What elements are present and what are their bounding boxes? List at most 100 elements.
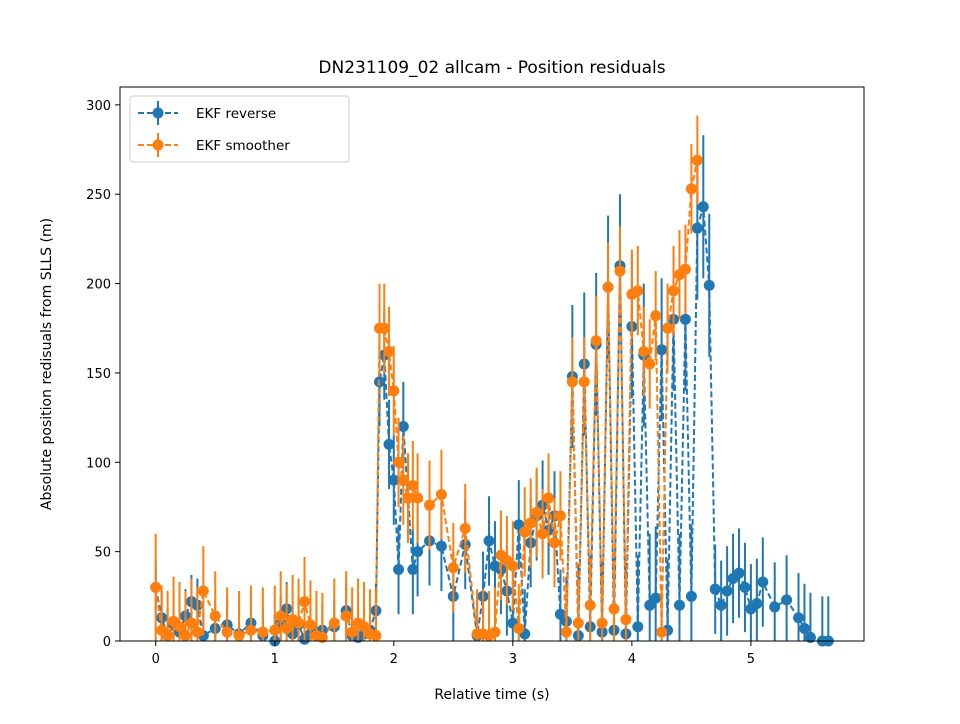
legend-entry-ekf-smoother: EKF smoother [138, 133, 290, 157]
point-ekf-smoother [424, 499, 436, 511]
point-ekf-smoother [566, 376, 578, 388]
point-ekf-smoother [402, 492, 414, 504]
point-ekf-smoother [185, 617, 197, 629]
point-ekf-smoother [602, 281, 614, 293]
point-ekf-reverse [632, 621, 644, 633]
point-ekf-reverse [804, 631, 816, 643]
point-ekf-smoother [638, 345, 650, 357]
point-ekf-smoother [316, 631, 328, 643]
point-ekf-smoother [447, 562, 459, 574]
y-axis-label: Absolute position redisuals from SLLS (m… [39, 218, 55, 510]
point-ekf-reverse [798, 622, 810, 634]
x-tick-label: 3 [509, 652, 517, 667]
point-ekf-reverse [733, 567, 745, 579]
point-ekf-reverse [412, 546, 424, 558]
legend: EKF reverse EKF smoother [129, 95, 350, 163]
point-ekf-reverse [679, 313, 691, 325]
point-ekf-reverse [751, 597, 763, 609]
x-axis: 0 1 2 3 4 5 [152, 641, 755, 667]
point-ekf-smoother [275, 610, 287, 622]
point-ekf-smoother [560, 626, 572, 638]
point-ekf-reverse [715, 599, 727, 611]
point-ekf-smoother [691, 154, 703, 166]
point-ekf-reverse [769, 601, 781, 613]
point-ekf-smoother [393, 456, 405, 468]
point-ekf-smoother [257, 626, 269, 638]
point-ekf-smoother [537, 528, 549, 540]
y-tick-label: 0 [103, 635, 111, 650]
point-ekf-smoother [679, 263, 691, 275]
point-ekf-smoother [489, 626, 501, 638]
point-ekf-smoother [572, 617, 584, 629]
point-ekf-reverse [383, 438, 395, 450]
point-ekf-smoother [668, 285, 680, 297]
point-ekf-smoother [233, 630, 245, 642]
point-ekf-smoother [519, 526, 531, 538]
point-ekf-smoother [245, 624, 257, 636]
point-ekf-reverse [757, 576, 769, 588]
point-ekf-smoother [221, 626, 233, 638]
legend-entry-ekf-reverse: EKF reverse [138, 101, 276, 125]
point-ekf-smoother [340, 610, 352, 622]
plot-area [120, 87, 864, 641]
x-tick-label: 1 [271, 652, 279, 667]
point-ekf-smoother [383, 345, 395, 357]
y-tick-label: 250 [86, 188, 111, 203]
point-ekf-reverse [673, 599, 685, 611]
y-tick-label: 50 [94, 546, 111, 561]
point-ekf-smoother [370, 630, 382, 642]
point-ekf-smoother [531, 506, 543, 518]
point-ekf-smoother [650, 310, 662, 322]
point-ekf-smoother [584, 599, 596, 611]
point-ekf-smoother [412, 492, 424, 504]
point-ekf-smoother [209, 610, 221, 622]
point-ekf-smoother [328, 617, 340, 629]
point-ekf-smoother [513, 622, 525, 634]
y-axis: 0 50 100 150 200 250 300 [86, 99, 120, 650]
legend-marker-ekf-smoother [152, 139, 164, 151]
point-ekf-smoother [548, 537, 560, 549]
point-ekf-smoother [525, 517, 537, 529]
y-tick-label: 150 [86, 367, 111, 382]
legend-marker-ekf-reverse [152, 107, 164, 119]
point-ekf-reverse [435, 540, 447, 552]
x-axis-label: Relative time (s) [434, 687, 549, 703]
point-ekf-smoother [459, 522, 471, 534]
point-ekf-smoother [620, 614, 632, 626]
point-ekf-smoother [614, 265, 626, 277]
point-ekf-smoother [554, 510, 566, 522]
point-ekf-reverse [483, 535, 495, 547]
y-tick-label: 200 [86, 278, 111, 293]
point-ekf-reverse [781, 594, 793, 606]
point-ekf-reverse [709, 583, 721, 595]
point-ekf-smoother [662, 322, 674, 334]
legend-label-ekf-reverse: EKF reverse [196, 106, 276, 122]
point-ekf-smoother [304, 619, 316, 631]
point-ekf-reverse [393, 564, 405, 576]
point-ekf-reverse [793, 612, 805, 624]
point-ekf-smoother [293, 617, 305, 629]
point-ekf-smoother [685, 183, 697, 195]
series-ekf-smoother [150, 115, 703, 643]
point-ekf-reverse [650, 592, 662, 604]
point-ekf-smoother [644, 358, 656, 370]
point-ekf-reverse [685, 590, 697, 602]
point-ekf-smoother [346, 626, 358, 638]
point-ekf-smoother [407, 480, 419, 492]
point-ekf-reverse [691, 222, 703, 234]
point-ekf-smoother [191, 626, 203, 638]
point-ekf-reverse [703, 279, 715, 291]
point-ekf-smoother [608, 603, 620, 615]
y-tick-label: 100 [86, 456, 111, 471]
point-ekf-reverse [721, 585, 733, 597]
point-ekf-reverse [407, 564, 419, 576]
point-ekf-reverse [697, 201, 709, 213]
chart-title: DN231109_02 allcam - Position residuals [318, 58, 665, 78]
y-tick-label: 300 [86, 99, 111, 114]
point-ekf-smoother [281, 622, 293, 634]
point-ekf-smoother [162, 630, 174, 642]
point-ekf-smoother [269, 624, 281, 636]
point-ekf-smoother [150, 581, 162, 593]
point-ekf-smoother [378, 322, 390, 334]
